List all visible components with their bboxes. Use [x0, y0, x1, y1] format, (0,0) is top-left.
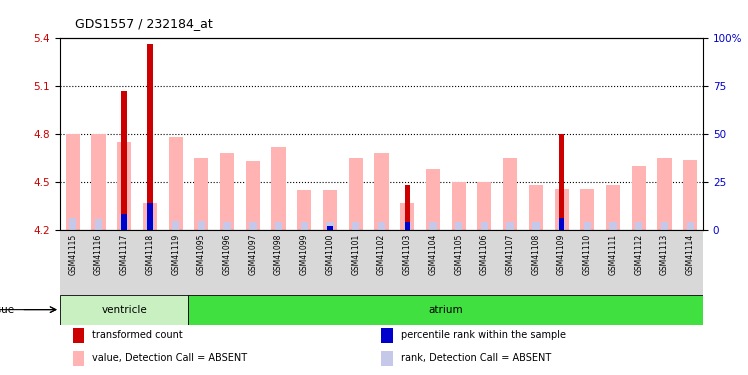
Bar	[583, 222, 591, 230]
Bar	[687, 222, 694, 230]
Bar	[660, 222, 668, 230]
Bar	[632, 166, 646, 230]
Bar	[381, 328, 393, 343]
Bar	[400, 203, 414, 230]
Bar	[73, 328, 85, 343]
Bar	[580, 189, 595, 230]
Bar	[606, 185, 620, 230]
Text: transformed count: transformed count	[92, 330, 183, 340]
Text: percentile rank within the sample: percentile rank within the sample	[401, 330, 565, 340]
Bar	[532, 222, 539, 230]
Text: GSM41119: GSM41119	[171, 234, 180, 275]
Bar	[529, 185, 543, 230]
Text: GSM41110: GSM41110	[583, 234, 592, 275]
Text: tissue: tissue	[0, 304, 15, 315]
Bar	[188, 295, 703, 325]
Bar	[426, 169, 440, 230]
Bar	[146, 219, 153, 230]
Text: GSM41100: GSM41100	[325, 234, 334, 275]
Text: GSM41098: GSM41098	[274, 234, 283, 275]
Bar	[481, 222, 488, 230]
Bar	[381, 351, 393, 366]
Text: GSM41109: GSM41109	[557, 234, 566, 275]
Bar	[455, 222, 462, 230]
Text: GSM41097: GSM41097	[248, 234, 257, 275]
Bar	[194, 158, 209, 230]
Text: GSM41104: GSM41104	[429, 234, 438, 275]
Text: GSM41117: GSM41117	[120, 234, 129, 275]
Text: GSM41107: GSM41107	[506, 234, 515, 275]
Bar	[73, 351, 85, 366]
Bar	[429, 222, 437, 230]
Bar	[403, 222, 411, 230]
Bar	[405, 185, 410, 230]
Bar	[95, 219, 102, 230]
Bar	[147, 44, 153, 230]
Text: GSM41095: GSM41095	[197, 234, 206, 275]
Bar	[477, 182, 491, 230]
Bar	[559, 217, 564, 230]
Text: GSM41099: GSM41099	[300, 234, 309, 275]
Text: GSM41112: GSM41112	[634, 234, 643, 275]
Text: GSM41114: GSM41114	[686, 234, 695, 275]
Bar	[301, 222, 308, 230]
Bar	[172, 221, 180, 230]
Bar	[66, 134, 80, 230]
Bar	[503, 158, 517, 230]
Text: GDS1557 / 232184_at: GDS1557 / 232184_at	[75, 17, 212, 30]
Bar	[326, 222, 334, 230]
Text: GSM41115: GSM41115	[68, 234, 77, 275]
Bar	[91, 134, 105, 230]
Bar	[349, 158, 363, 230]
Text: atrium: atrium	[429, 304, 463, 315]
Bar	[275, 222, 282, 230]
Text: GSM41118: GSM41118	[145, 234, 154, 275]
Text: GSM41113: GSM41113	[660, 234, 669, 275]
Bar	[506, 222, 514, 230]
Bar	[147, 203, 153, 230]
Bar	[405, 222, 410, 230]
Text: value, Detection Call = ABSENT: value, Detection Call = ABSENT	[92, 353, 247, 363]
Bar	[378, 222, 385, 230]
Bar	[60, 295, 188, 325]
Bar	[120, 217, 128, 230]
Text: GSM41108: GSM41108	[531, 234, 540, 275]
Bar	[168, 137, 183, 230]
Bar	[657, 158, 672, 230]
Bar	[246, 161, 260, 230]
Text: ventricle: ventricle	[101, 304, 147, 315]
Bar	[143, 203, 157, 230]
Bar	[610, 222, 617, 230]
Bar	[683, 160, 697, 230]
Bar	[220, 153, 234, 230]
Bar	[121, 90, 127, 230]
Text: GSM41102: GSM41102	[377, 234, 386, 275]
Bar	[559, 134, 564, 230]
Text: GSM41096: GSM41096	[223, 234, 232, 275]
Bar	[558, 222, 565, 230]
Text: GSM41101: GSM41101	[352, 234, 361, 275]
Text: GSM41106: GSM41106	[480, 234, 489, 275]
Bar	[452, 182, 466, 230]
Bar	[323, 190, 337, 230]
Text: GSM41103: GSM41103	[402, 234, 411, 275]
Bar	[121, 214, 127, 230]
Bar	[249, 222, 257, 230]
Bar	[297, 190, 311, 230]
Bar	[224, 222, 231, 230]
Text: GSM41105: GSM41105	[454, 234, 463, 275]
Bar	[272, 147, 286, 230]
Bar	[635, 222, 643, 230]
Bar	[197, 221, 205, 230]
Bar	[117, 142, 131, 230]
Bar	[352, 222, 360, 230]
Text: GSM41111: GSM41111	[609, 234, 618, 275]
Bar	[328, 225, 333, 230]
Text: GSM41116: GSM41116	[94, 234, 103, 275]
Bar	[69, 217, 76, 230]
Bar	[375, 153, 388, 230]
Text: rank, Detection Call = ABSENT: rank, Detection Call = ABSENT	[401, 353, 551, 363]
Bar	[554, 189, 568, 230]
